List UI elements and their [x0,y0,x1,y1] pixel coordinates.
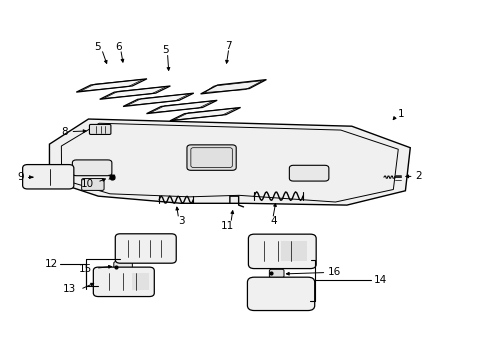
Text: 8: 8 [61,127,68,136]
Polygon shape [132,273,149,291]
FancyBboxPatch shape [93,267,154,297]
FancyBboxPatch shape [114,261,132,272]
FancyBboxPatch shape [248,234,316,269]
Text: 13: 13 [63,284,76,294]
Text: 5: 5 [162,45,168,55]
Text: 1: 1 [397,109,404,119]
Text: 14: 14 [373,275,386,285]
Text: 3: 3 [178,216,184,226]
Text: 5: 5 [94,42,101,51]
Text: 2: 2 [414,171,421,181]
FancyBboxPatch shape [247,277,314,311]
Text: 6: 6 [115,42,122,51]
FancyBboxPatch shape [22,165,74,189]
Text: 10: 10 [81,179,94,189]
Polygon shape [281,241,306,261]
FancyBboxPatch shape [115,234,176,263]
Polygon shape [169,108,240,121]
FancyBboxPatch shape [289,165,328,181]
Polygon shape [200,80,266,94]
Polygon shape [49,119,409,205]
Polygon shape [76,79,147,92]
Polygon shape [123,93,193,107]
Polygon shape [100,86,170,99]
FancyBboxPatch shape [186,145,236,170]
FancyBboxPatch shape [72,160,112,176]
FancyBboxPatch shape [81,179,104,190]
Text: 15: 15 [79,264,92,274]
Text: 12: 12 [45,259,58,269]
Text: 4: 4 [270,216,277,226]
FancyBboxPatch shape [89,125,111,134]
Text: 7: 7 [225,41,232,50]
FancyBboxPatch shape [269,269,284,278]
Text: 9: 9 [18,172,24,182]
Polygon shape [146,100,217,114]
Text: 16: 16 [327,267,340,277]
Text: 11: 11 [220,221,233,230]
